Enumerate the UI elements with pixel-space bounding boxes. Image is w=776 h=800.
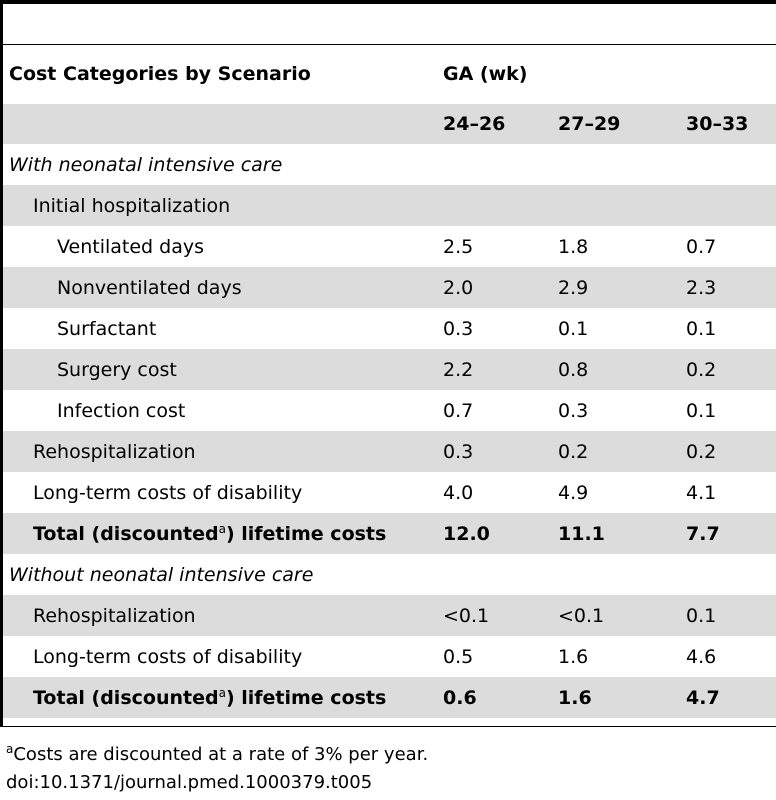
table-row: Rehospitalization 0.3 0.2 0.2 — [3, 431, 776, 472]
section-row: Without neonatal intensive care — [3, 554, 776, 595]
table-row: Ventilated days 2.5 1.8 0.7 — [3, 226, 776, 267]
total-value: 12.0 — [443, 513, 558, 554]
cell-value: <0.1 — [558, 595, 686, 636]
category-header: Cost Categories by Scenario — [9, 63, 311, 85]
footnote-mark: a — [218, 685, 226, 700]
table-row: Surgery cost 2.2 0.8 0.2 — [3, 349, 776, 390]
row-label: Long-term costs of disability — [33, 645, 303, 668]
total-value: 11.1 — [558, 513, 686, 554]
total-value: 4.7 — [686, 677, 776, 718]
table-row: Nonventilated days 2.0 2.9 2.3 — [3, 267, 776, 308]
cost-table: Cost Categories by Scenario GA (wk) 24–2… — [3, 44, 776, 718]
table-row: Rehospitalization <0.1 <0.1 0.1 — [3, 595, 776, 636]
ga-col-2: 27–29 — [558, 104, 686, 144]
cell-value: 4.9 — [558, 481, 589, 504]
cell-value: 2.9 — [558, 267, 686, 308]
cell-value: 0.7 — [443, 399, 474, 422]
table-row: Long-term costs of disability 4.0 4.9 4.… — [3, 472, 776, 513]
table-row: Long-term costs of disability 0.5 1.6 4.… — [3, 636, 776, 677]
cell-value: 4.6 — [686, 645, 717, 668]
row-label: Long-term costs of disability — [33, 481, 303, 504]
ga-group-header: GA (wk) — [443, 63, 528, 85]
cell-value: 0.3 — [443, 317, 474, 340]
row-label: Surgery cost — [3, 349, 443, 390]
total-row: Total (discounteda) lifetime costs 0.6 1… — [3, 677, 776, 718]
header-top-rule — [3, 44, 776, 45]
footnote: aCosts are discounted at a rate of 3% pe… — [6, 742, 429, 765]
ga-col-3: 30–33 — [686, 104, 776, 144]
section-row: With neonatal intensive care — [3, 144, 776, 185]
top-border — [0, 0, 776, 4]
row-label: Surfactant — [57, 317, 157, 340]
cell-value: 0.8 — [558, 349, 686, 390]
row-label: Rehospitalization — [3, 595, 443, 636]
total-value: 0.6 — [443, 677, 558, 718]
total-value: 7.7 — [686, 513, 776, 554]
row-label: Ventilated days — [57, 235, 204, 258]
cell-value: 2.5 — [443, 235, 474, 258]
cell-value: 0.1 — [686, 399, 717, 422]
table-bottom-rule — [3, 726, 776, 727]
cell-value: 0.1 — [558, 317, 589, 340]
total-label: Total (discounteda) lifetime costs — [3, 513, 443, 554]
row-label: Infection cost — [57, 399, 186, 422]
total-value: 1.6 — [558, 677, 686, 718]
cell-value: 0.2 — [686, 431, 776, 472]
footnote-mark: a — [218, 521, 226, 536]
cell-value: 1.6 — [558, 645, 589, 668]
cell-value: 0.5 — [443, 645, 474, 668]
cell-value: 0.2 — [558, 431, 686, 472]
cell-value: 1.8 — [558, 235, 589, 258]
cell-value: 2.0 — [443, 267, 558, 308]
left-border — [0, 0, 3, 727]
cell-value: 0.1 — [686, 317, 717, 340]
ga-columns-row: 24–26 27–29 30–33 — [3, 104, 776, 144]
section-title: With neonatal intensive care — [9, 153, 283, 176]
cell-value: 0.2 — [686, 349, 776, 390]
table-row: Surfactant 0.3 0.1 0.1 — [3, 308, 776, 349]
cell-value: 0.3 — [558, 399, 589, 422]
total-label: Total (discounteda) lifetime costs — [3, 677, 443, 718]
cell-value: 2.2 — [443, 349, 558, 390]
row-label: Nonventilated days — [3, 267, 443, 308]
section-title: Without neonatal intensive care — [9, 563, 314, 586]
total-row: Total (discounteda) lifetime costs 12.0 … — [3, 513, 776, 554]
cell-value: <0.1 — [443, 595, 558, 636]
cell-value: 0.7 — [686, 235, 717, 258]
cell-value: 0.1 — [686, 595, 776, 636]
footnote-text: Costs are discounted at a rate of 3% per… — [13, 744, 429, 765]
doi-text: doi:10.1371/journal.pmed.1000379.t005 — [6, 772, 373, 793]
ga-col-1: 24–26 — [443, 104, 558, 144]
row-label: Rehospitalization — [3, 431, 443, 472]
cell-value: 4.0 — [443, 481, 474, 504]
table-row: Infection cost 0.7 0.3 0.1 — [3, 390, 776, 431]
row-label: Initial hospitalization — [3, 185, 443, 226]
footnote-mark: a — [6, 742, 14, 756]
table-row: Initial hospitalization — [3, 185, 776, 226]
cell-value: 0.3 — [443, 431, 558, 472]
cell-value: 4.1 — [686, 481, 717, 504]
header-row: Cost Categories by Scenario GA (wk) — [3, 44, 776, 104]
cell-value: 2.3 — [686, 267, 776, 308]
